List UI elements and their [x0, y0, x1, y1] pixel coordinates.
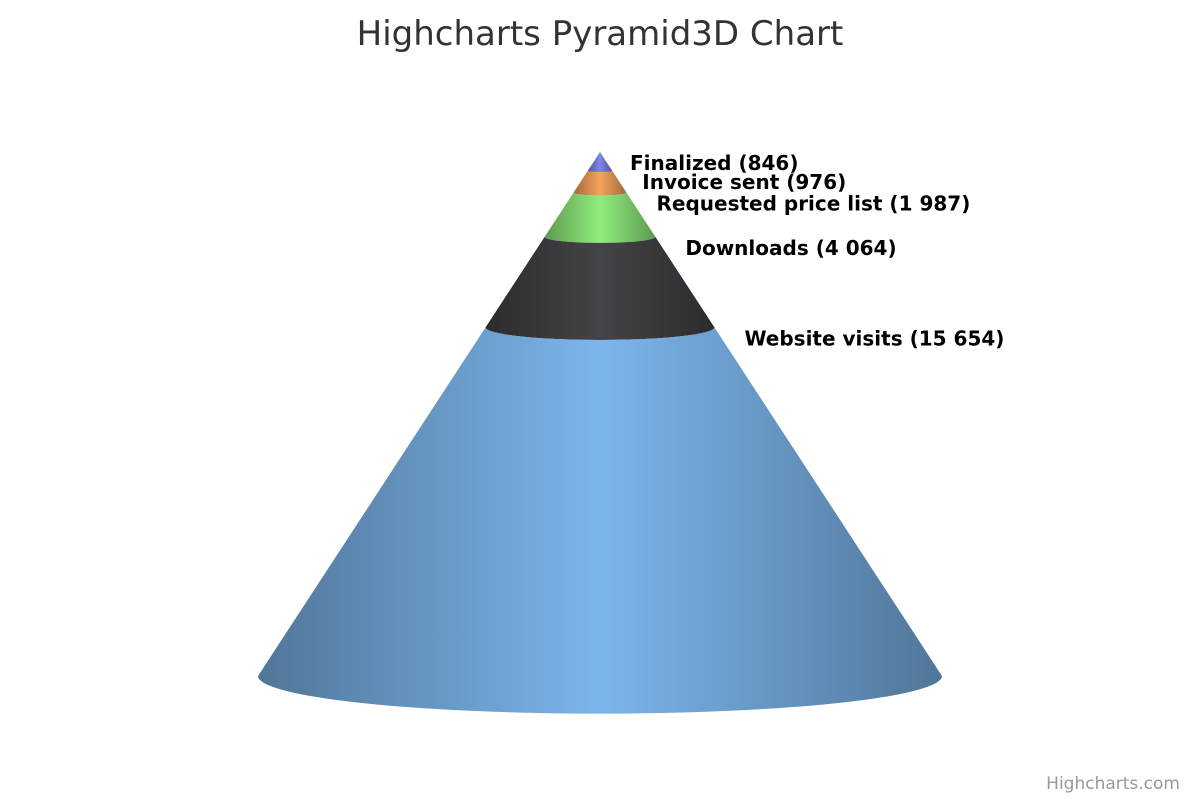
credits-link[interactable]: Highcharts.com	[1046, 774, 1180, 794]
data-label-requested-price-list: Requested price list (1 987)	[656, 192, 970, 216]
pyramid-segments	[258, 152, 942, 714]
pyramid-segment-website-visits[interactable]	[258, 327, 942, 714]
data-label-downloads: Downloads (4 064)	[685, 236, 896, 260]
pyramid-segment-finalized[interactable]	[587, 152, 613, 173]
pyramid-segment-invoice-sent[interactable]	[573, 170, 627, 196]
data-label-invoice-sent: Invoice sent (976)	[642, 170, 846, 194]
pyramid-segment-requested-price-list[interactable]	[544, 192, 656, 243]
data-label-finalized: Finalized (846)	[630, 151, 798, 175]
data-label-website-visits: Website visits (15 654)	[744, 326, 1004, 350]
pyramid-segment-downloads[interactable]	[485, 236, 715, 340]
chart-title: Highcharts Pyramid3D Chart	[356, 14, 844, 54]
data-labels: Website visits (15 654) Downloads (4 064)…	[630, 151, 1004, 350]
